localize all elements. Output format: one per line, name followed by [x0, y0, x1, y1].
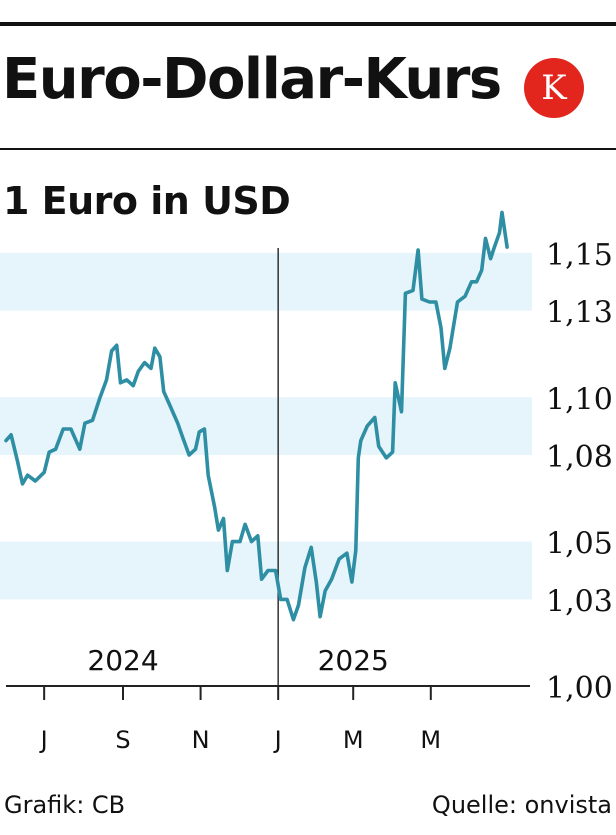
- y-tick-label: 1,03: [546, 584, 613, 619]
- x-tick-label: J: [273, 726, 282, 754]
- year-label: 2024: [87, 644, 158, 677]
- credit-grafik: Grafik: CB: [4, 791, 126, 819]
- y-tick-label: 1,08: [546, 440, 613, 475]
- eur-usd-line: [4, 210, 509, 622]
- logo-letter: K: [541, 68, 567, 108]
- credit-source: Quelle: onvista: [431, 791, 612, 819]
- y-tick-label: 1,13: [546, 296, 613, 331]
- x-tick-label: M: [343, 726, 364, 754]
- y-tick-label: 1,15: [546, 238, 613, 273]
- year-label: 2025: [318, 644, 389, 677]
- x-tick-label: S: [115, 726, 130, 754]
- top-rule: [0, 22, 616, 26]
- chart-title: 1 Euro in USD: [3, 179, 291, 223]
- headline: Euro-Dollar-Kurs: [2, 47, 502, 112]
- x-tick-label: J: [39, 726, 48, 754]
- y-tick-label: 1,10: [546, 382, 613, 417]
- y-tick-label: 1,00: [546, 671, 613, 706]
- publisher-logo: K: [524, 58, 584, 118]
- y-tick-label: 1,05: [546, 527, 613, 562]
- grid-band: [0, 252, 532, 311]
- x-tick-label: N: [192, 726, 210, 754]
- x-tick-label: M: [420, 726, 441, 754]
- grid-band: [0, 397, 532, 455]
- header-divider: [0, 148, 616, 150]
